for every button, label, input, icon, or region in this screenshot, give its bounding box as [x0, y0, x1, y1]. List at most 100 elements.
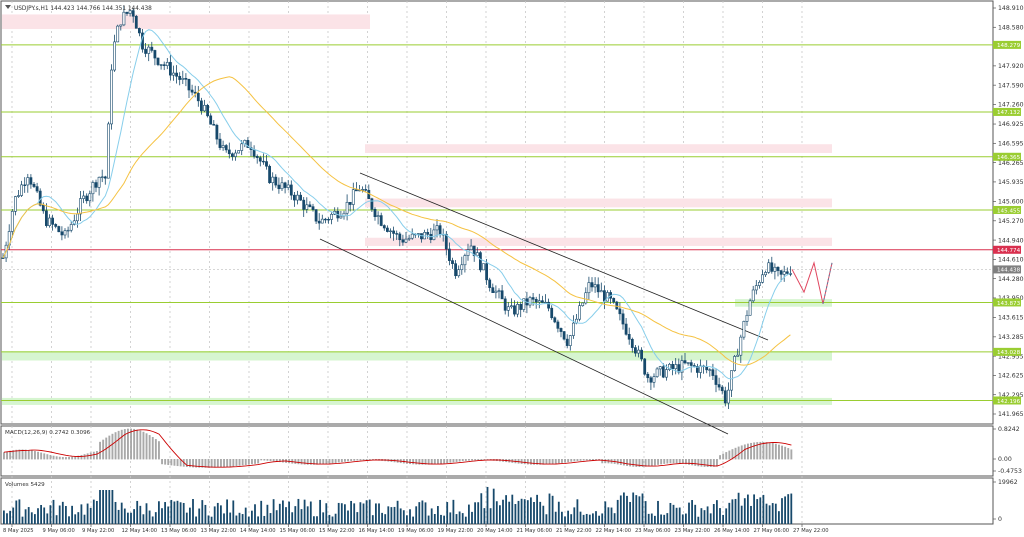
- candle[interactable]: [664, 369, 668, 378]
- candle[interactable]: [627, 334, 631, 340]
- candle[interactable]: [475, 252, 479, 257]
- candle[interactable]: [562, 331, 566, 340]
- candle[interactable]: [655, 368, 659, 377]
- candle[interactable]: [392, 230, 396, 234]
- candle[interactable]: [587, 282, 591, 294]
- candle[interactable]: [165, 62, 169, 66]
- macd-signal-line[interactable]: [3, 429, 792, 468]
- candle[interactable]: [723, 390, 727, 404]
- candle[interactable]: [385, 227, 389, 232]
- candle[interactable]: [51, 217, 55, 225]
- candle[interactable]: [547, 301, 551, 309]
- candle[interactable]: [748, 300, 752, 316]
- candle[interactable]: [624, 323, 628, 335]
- candle[interactable]: [97, 176, 101, 188]
- candle[interactable]: [193, 91, 197, 94]
- candle[interactable]: [203, 104, 206, 112]
- candle[interactable]: [122, 11, 126, 26]
- candle[interactable]: [252, 149, 256, 157]
- candle[interactable]: [107, 123, 110, 179]
- candle[interactable]: [571, 322, 575, 336]
- candle[interactable]: [447, 248, 451, 261]
- candle[interactable]: [435, 225, 439, 231]
- candle[interactable]: [618, 308, 622, 315]
- candle[interactable]: [237, 150, 241, 154]
- candle[interactable]: [416, 233, 420, 235]
- candle[interactable]: [345, 201, 349, 214]
- candle[interactable]: [602, 290, 606, 302]
- candle[interactable]: [556, 321, 560, 329]
- candle[interactable]: [373, 208, 377, 218]
- candle[interactable]: [528, 297, 532, 306]
- candle[interactable]: [94, 182, 98, 188]
- candle[interactable]: [491, 287, 495, 293]
- candle[interactable]: [717, 384, 721, 388]
- candle[interactable]: [398, 233, 402, 241]
- candle[interactable]: [745, 314, 749, 322]
- moving-average-fast[interactable]: [2, 29, 791, 380]
- candle[interactable]: [680, 360, 684, 373]
- candle[interactable]: [640, 349, 644, 360]
- candle[interactable]: [593, 284, 597, 288]
- candle[interactable]: [246, 140, 250, 148]
- candle[interactable]: [91, 182, 95, 195]
- candle[interactable]: [327, 218, 330, 221]
- candle[interactable]: [633, 347, 637, 354]
- candle[interactable]: [20, 184, 24, 196]
- candle[interactable]: [169, 62, 172, 76]
- candle[interactable]: [138, 28, 141, 34]
- candle[interactable]: [478, 252, 482, 271]
- candle[interactable]: [196, 92, 200, 102]
- candle[interactable]: [630, 338, 634, 348]
- candle[interactable]: [314, 209, 318, 222]
- level-price-tag[interactable]: [993, 396, 1021, 405]
- candle[interactable]: [162, 64, 166, 66]
- candle[interactable]: [730, 370, 733, 391]
- candle[interactable]: [754, 285, 758, 291]
- resistance-price-tag[interactable]: [993, 245, 1021, 254]
- candle[interactable]: [652, 376, 656, 383]
- candle[interactable]: [531, 297, 535, 300]
- candle[interactable]: [17, 195, 20, 197]
- candle[interactable]: [317, 220, 321, 224]
- candle[interactable]: [519, 304, 523, 310]
- candle[interactable]: [41, 204, 45, 212]
- candle[interactable]: [296, 194, 299, 201]
- candle[interactable]: [100, 176, 104, 178]
- candle[interactable]: [57, 226, 61, 233]
- candle[interactable]: [506, 306, 510, 311]
- candle[interactable]: [255, 155, 259, 158]
- candle[interactable]: [482, 263, 485, 271]
- candle[interactable]: [522, 298, 526, 310]
- channel-lower-line[interactable]: [319, 238, 729, 435]
- candle[interactable]: [63, 230, 67, 236]
- candle[interactable]: [79, 198, 82, 215]
- candle[interactable]: [410, 233, 414, 239]
- candle[interactable]: [581, 302, 585, 307]
- candle[interactable]: [292, 194, 296, 201]
- candle[interactable]: [224, 145, 228, 151]
- candle[interactable]: [305, 204, 309, 210]
- candle[interactable]: [534, 298, 538, 303]
- candle[interactable]: [221, 145, 225, 148]
- candle[interactable]: [389, 230, 392, 233]
- candle[interactable]: [599, 290, 603, 293]
- candle[interactable]: [714, 375, 718, 385]
- candle[interactable]: [770, 262, 774, 272]
- candle[interactable]: [494, 290, 498, 293]
- candle[interactable]: [509, 305, 513, 308]
- candle[interactable]: [451, 260, 454, 264]
- candle[interactable]: [708, 369, 712, 371]
- candle[interactable]: [444, 233, 448, 250]
- candle[interactable]: [674, 364, 678, 369]
- candle[interactable]: [14, 196, 17, 212]
- candle[interactable]: [382, 225, 386, 229]
- candle[interactable]: [671, 364, 675, 369]
- candle[interactable]: [323, 218, 327, 221]
- candle[interactable]: [537, 300, 541, 303]
- candle[interactable]: [116, 25, 120, 43]
- candle[interactable]: [311, 206, 315, 210]
- candle[interactable]: [156, 57, 160, 65]
- candle[interactable]: [720, 386, 724, 392]
- candle[interactable]: [159, 64, 163, 66]
